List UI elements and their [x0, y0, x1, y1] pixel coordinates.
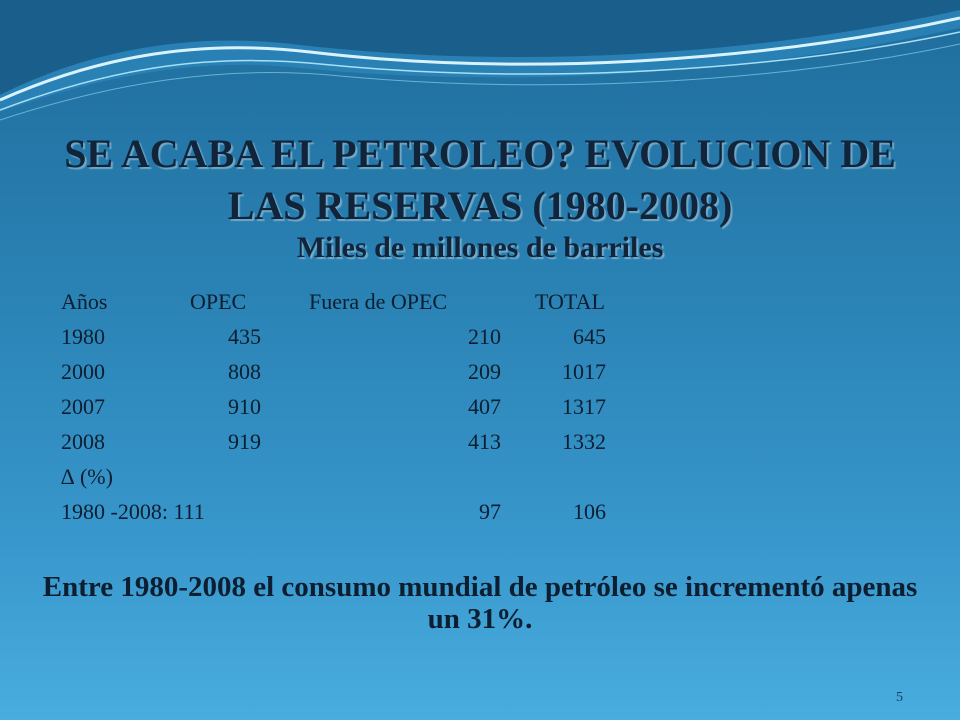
opec-cell: 808	[228, 359, 261, 384]
opec-cell: 919	[228, 429, 261, 454]
column-header-non-opec: Fuera de OPEC	[309, 289, 448, 314]
year-cell: 2000	[61, 359, 105, 384]
delta-label-row: ∆ (%)	[61, 462, 681, 497]
total-cell: 645	[573, 324, 606, 349]
non-opec-change-cell: 97	[479, 499, 501, 524]
column-header-opec: OPEC	[190, 289, 247, 314]
table-row: 2008 919 413 1332	[61, 427, 681, 462]
delta-label: ∆ (%)	[61, 464, 113, 489]
table-header-row: Años OPEC Fuera de OPEC TOTAL	[61, 287, 681, 322]
opec-cell: 435	[228, 324, 261, 349]
slide-title: SE ACABA EL PETROLEO? EVOLUCION DE LAS R…	[64, 131, 896, 228]
non-opec-cell: 209	[468, 359, 501, 384]
change-period-cell: 1980 -2008: 111	[61, 499, 205, 524]
total-cell: 1332	[562, 429, 606, 454]
change-row: 1980 -2008: 111 97 106	[61, 497, 681, 532]
year-cell: 2007	[61, 394, 105, 419]
slide-subtitle: Miles de millones de barriles	[296, 231, 664, 264]
year-cell: 2008	[61, 429, 105, 454]
table-row: 2000 808 209 1017	[61, 357, 681, 392]
total-cell: 1017	[562, 359, 606, 384]
opec-cell: 910	[228, 394, 261, 419]
reserves-table: Años OPEC Fuera de OPEC TOTAL 1980 435 2…	[61, 287, 681, 532]
column-header-total: TOTAL	[535, 289, 605, 314]
table-row: 2007 910 407 1317	[61, 392, 681, 427]
total-change-cell: 106	[573, 499, 606, 524]
total-cell: 1317	[562, 394, 606, 419]
column-header-years: Años	[61, 289, 108, 314]
table-row: 1980 435 210 645	[61, 322, 681, 357]
decorative-wave-banner	[0, 0, 960, 121]
non-opec-cell: 413	[468, 429, 501, 454]
slide-page-number: 5	[896, 690, 903, 705]
year-cell: 1980	[61, 324, 105, 349]
summary-statement: Entre 1980-2008 el consumo mundial de pe…	[42, 571, 918, 635]
non-opec-cell: 407	[468, 394, 501, 419]
non-opec-cell: 210	[468, 324, 501, 349]
